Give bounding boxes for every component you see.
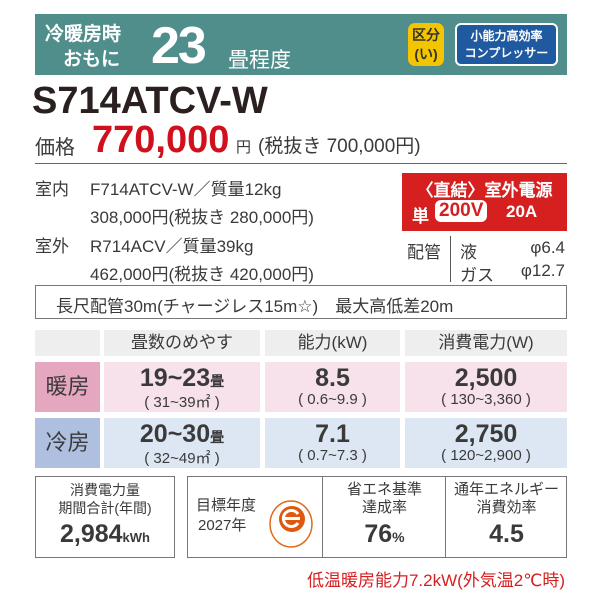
heating-capacity-range: ( 0.6~9.9 ) xyxy=(298,391,367,408)
outdoor-label: 室外 xyxy=(35,237,69,256)
banner-line2: おもに xyxy=(63,49,121,70)
piping-label: 配管 xyxy=(407,243,441,262)
heating-capacity-value: 8.5 xyxy=(315,364,350,392)
cooling-capacity: 7.1( 0.7~7.3 ) xyxy=(265,418,400,468)
cooling-capacity-range: ( 0.7~7.3 ) xyxy=(298,447,367,464)
price-ex-tax: (税抜き 700,000円) xyxy=(258,136,421,157)
cooling-area: 20~30畳 ( 32~49㎡ ) xyxy=(104,418,260,468)
header-area: 畳数のめやす xyxy=(104,330,260,356)
divider xyxy=(35,163,567,164)
e-mark-icon xyxy=(269,500,313,548)
achievement-line1: 省エネ基準 xyxy=(346,481,422,498)
heating-area-m2: ( 31~39㎡ ) xyxy=(144,394,220,411)
annual-value: 2,984 xyxy=(59,520,123,548)
long-piping-box: 長尺配管30m(チャージレス15m☆) 最大高低差20m xyxy=(35,285,567,319)
power-title: 〈直結〉室外電源 xyxy=(416,181,553,200)
indoor-label: 室内 xyxy=(35,180,69,199)
efficiency-box: 目標年度 2027年 省エネ基準 達成率 76% 通年エネルギー 消費効率 4.… xyxy=(187,476,567,558)
target-year-label: 目標年度 xyxy=(196,497,257,514)
target-year: 2027年 xyxy=(198,517,247,534)
outdoor-model: R714ACV／質量39kg xyxy=(90,237,254,256)
heating-capacity: 8.5( 0.6~9.9 ) xyxy=(265,362,400,412)
power-phase: 単 xyxy=(412,207,429,226)
capacity-banner: 冷暖房時 おもに 23 畳程度 区分 (い) 小能力高効率 コンプレッサー xyxy=(35,14,567,75)
apf-cell: 通年エネルギー 消費効率 4.5 xyxy=(446,481,567,551)
annual-line2: 期間合計(年間) xyxy=(58,500,152,516)
heating-area: 19~23畳 ( 31~39㎡ ) xyxy=(104,362,260,412)
category-badge: 区分 (い) xyxy=(408,23,444,66)
power-voltage: 200V xyxy=(435,200,488,222)
achievement-unit: % xyxy=(392,529,405,545)
gas-value: φ12.7 xyxy=(520,261,565,280)
power-ampere: 20A xyxy=(506,202,538,221)
price-yen: 円 xyxy=(236,139,252,156)
model-name: S714ATCV-W xyxy=(32,80,268,122)
indoor-price: 308,000円(税抜き 280,000円) xyxy=(90,208,314,227)
gas-label: ガス xyxy=(460,266,494,285)
category-line1: 区分 xyxy=(412,27,440,43)
cooling-area-value: 20~30 xyxy=(139,420,211,448)
header-power: 消費電力(W) xyxy=(405,330,567,356)
cooling-power-range: ( 120~2,900 ) xyxy=(441,447,531,464)
achievement-line2: 達成率 xyxy=(361,499,407,516)
price-value: 770,000 xyxy=(92,119,230,161)
heating-area-value: 19~23 xyxy=(139,364,211,392)
apf-value: 4.5 xyxy=(489,520,524,548)
header-capacity: 能力(kW) xyxy=(265,330,400,356)
achievement-value: 76 xyxy=(364,520,393,548)
cooling-power: 2,750( 120~2,900 ) xyxy=(405,418,567,468)
compressor-line1: 小能力高効率 xyxy=(470,29,543,43)
heating-area-unit: 畳 xyxy=(210,373,225,389)
banner-line1: 冷暖房時 xyxy=(45,24,122,45)
banner-size: 23 xyxy=(151,17,207,75)
compressor-line2: コンプレッサー xyxy=(464,46,549,60)
annual-line1: 消費電力量 xyxy=(70,482,140,498)
piping-divider xyxy=(450,236,451,282)
row-label-heating: 暖房 xyxy=(35,362,100,412)
compressor-badge: 小能力高効率 コンプレッサー xyxy=(455,23,558,66)
category-line2: (い) xyxy=(414,46,438,62)
row-label-cooling: 冷房 xyxy=(35,418,100,468)
apf-line1: 通年エネルギー xyxy=(453,481,559,498)
outdoor-price: 462,000円(税抜き 420,000円) xyxy=(90,265,314,284)
banner-unit: 畳程度 xyxy=(228,49,291,72)
heating-power-value: 2,500 xyxy=(454,364,518,392)
cooling-area-unit: 畳 xyxy=(210,429,225,445)
annual-unit: kWh xyxy=(122,530,150,545)
price-label: 価格 xyxy=(35,137,75,159)
indoor-model: F714ATCV-W／質量12kg xyxy=(90,180,282,199)
liquid-label: 液 xyxy=(460,243,477,262)
box-divider xyxy=(322,477,323,557)
apf-line2: 消費効率 xyxy=(476,499,537,516)
achievement-cell: 省エネ基準 達成率 76% xyxy=(323,481,446,554)
cooling-power-value: 2,750 xyxy=(454,420,518,448)
cooling-capacity-value: 7.1 xyxy=(315,420,350,448)
cooling-area-m2: ( 32~49㎡ ) xyxy=(144,450,220,467)
heating-power: 2,500( 130~3,360 ) xyxy=(405,362,567,412)
power-supply-box: 〈直結〉室外電源 単 200V 20A xyxy=(402,173,567,231)
low-temp-heating-note: 低温暖房能力7.2kW(外気温2℃時) xyxy=(306,571,565,590)
box-divider xyxy=(445,477,446,557)
header-blank xyxy=(35,330,100,356)
liquid-value: φ6.4 xyxy=(530,238,565,257)
heating-power-range: ( 130~3,360 ) xyxy=(441,391,531,408)
annual-consumption-box: 消費電力量 期間合計(年間) 2,984kWh xyxy=(35,476,175,558)
